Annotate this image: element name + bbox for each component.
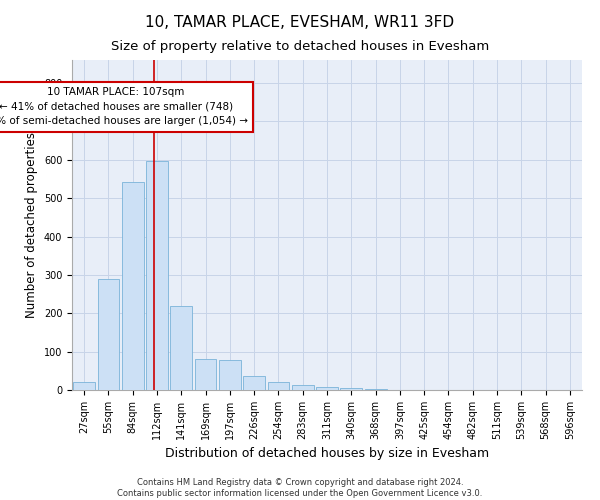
Bar [292,385,314,390]
X-axis label: Distribution of detached houses by size in Evesham: Distribution of detached houses by size … [165,448,489,460]
Text: Size of property relative to detached houses in Evesham: Size of property relative to detached ho… [111,40,489,53]
Bar [268,382,289,390]
Bar [73,382,95,390]
Bar [316,387,338,390]
Bar [122,182,143,390]
Text: 10 TAMAR PLACE: 107sqm
← 41% of detached houses are smaller (748)
58% of semi-de: 10 TAMAR PLACE: 107sqm ← 41% of detached… [0,87,248,126]
Bar [365,389,386,390]
Bar [219,360,241,390]
Bar [170,306,192,390]
Bar [340,388,362,390]
Bar [194,360,217,390]
Bar [97,280,119,390]
Text: 10, TAMAR PLACE, EVESHAM, WR11 3FD: 10, TAMAR PLACE, EVESHAM, WR11 3FD [145,15,455,30]
Bar [146,162,168,390]
Y-axis label: Number of detached properties: Number of detached properties [25,132,38,318]
Bar [243,376,265,390]
Text: Contains HM Land Registry data © Crown copyright and database right 2024.
Contai: Contains HM Land Registry data © Crown c… [118,478,482,498]
